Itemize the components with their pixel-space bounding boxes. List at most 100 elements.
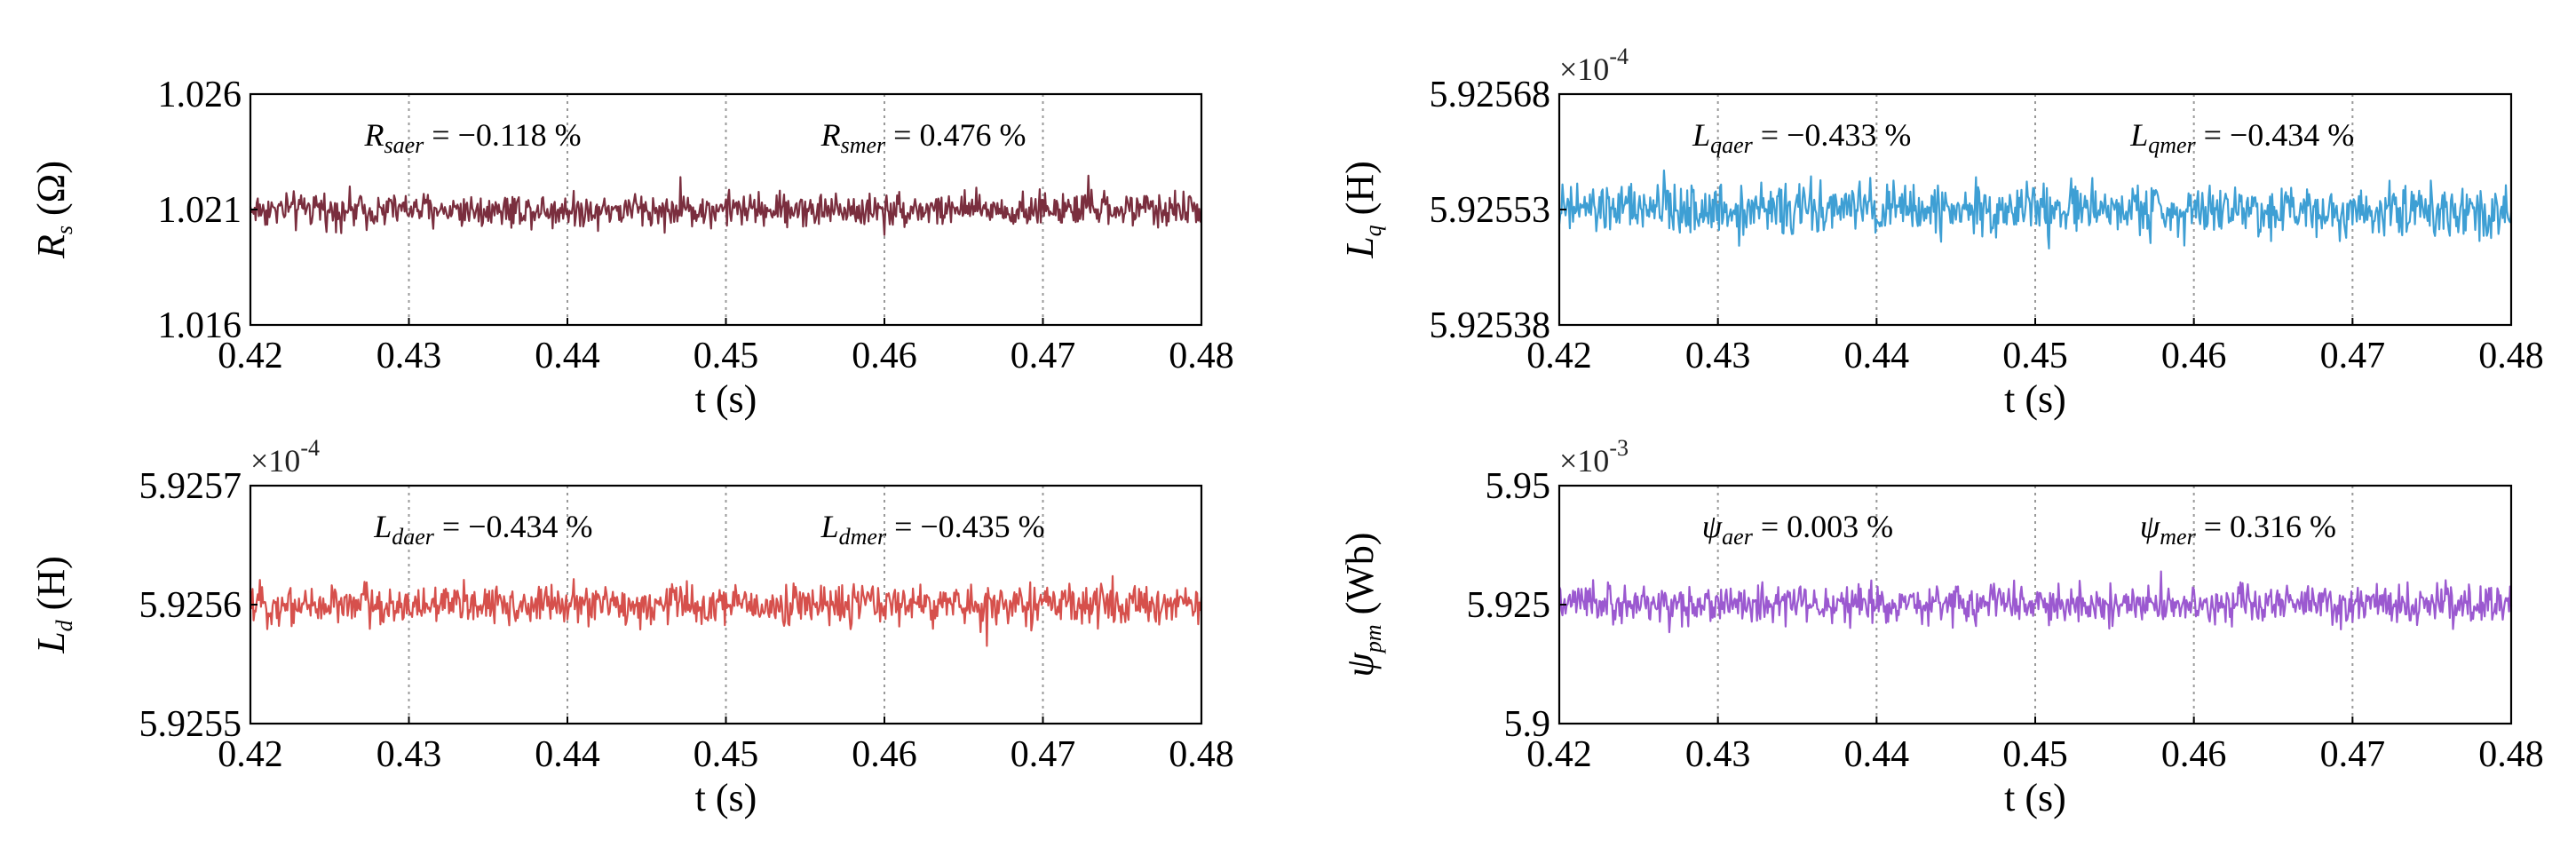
y-axis-label: Lq (H) xyxy=(1338,161,1386,259)
x-tick-label: 0.42 xyxy=(1526,734,1592,775)
x-tick-label: 0.43 xyxy=(1685,734,1751,775)
y-label-subscript: q xyxy=(1360,225,1386,236)
x-tick-label: 0.47 xyxy=(2320,336,2386,376)
y-tick-label: 5.9257 xyxy=(139,466,242,507)
error-annotation: Rsaer = −0.118 % xyxy=(364,117,582,158)
error-annotation: Ldaer = −0.434 % xyxy=(373,509,592,550)
annotation-symbol: ψ xyxy=(2140,509,2160,544)
x-tick-label: 0.46 xyxy=(2161,734,2227,775)
y-label-symbol: L xyxy=(1338,236,1382,258)
annotation-subscript: saer xyxy=(384,132,425,158)
x-tick-label: 0.46 xyxy=(2161,336,2227,376)
y-tick-label: 1.021 xyxy=(158,190,242,231)
y-label-subscript: pm xyxy=(1360,624,1386,654)
y-tick-label: 5.9256 xyxy=(139,585,242,626)
annotation-value: = 0.316 % xyxy=(2196,509,2336,544)
axis-multiplier: ×10-3 xyxy=(1559,435,1629,479)
x-tick-label: 0.45 xyxy=(2002,734,2068,775)
x-tick-label: 0.48 xyxy=(2478,734,2544,775)
multiplier-exponent: -4 xyxy=(1609,44,1629,69)
y-label-unit: (H) xyxy=(29,556,73,620)
y-label-subscript: s xyxy=(52,226,77,234)
panel-2: 0.42 0.43 0.44 0.45 0.46 0.47 0.48 5.92538 5.925… xyxy=(1338,44,2544,421)
y-label-unit: (Ω) xyxy=(29,161,73,226)
x-tick-label: 0.48 xyxy=(1169,336,1234,376)
x-tick-label: 0.44 xyxy=(535,734,600,775)
x-axis-label: t (s) xyxy=(695,776,757,819)
x-tick-label: 0.46 xyxy=(852,336,917,376)
error-annotation: ψaer = 0.003 % xyxy=(1702,509,1893,550)
multiplier-base: ×10 xyxy=(1559,443,1609,479)
y-tick-label: 5.9 xyxy=(1504,704,1551,745)
annotation-subscript: daer xyxy=(392,524,435,550)
multiplier-exponent: -4 xyxy=(300,435,320,461)
annotation-symbol: L xyxy=(2129,117,2148,153)
annotation-subscript: mer xyxy=(2160,524,2196,550)
annotation-value: = −0.118 % xyxy=(424,117,581,153)
x-tick-label: 0.43 xyxy=(376,734,442,775)
series-line xyxy=(1557,570,2513,634)
y-axis-label: Ld (H) xyxy=(29,556,77,654)
x-tick-label: 0.45 xyxy=(694,734,759,775)
y-tick-label: 5.95 xyxy=(1486,466,1551,507)
x-tick-label: 0.42 xyxy=(1526,336,1592,376)
axis-multiplier: ×10-4 xyxy=(1559,44,1629,87)
series-line xyxy=(249,174,1202,236)
multiplier-base: ×10 xyxy=(250,443,300,479)
y-tick-label: 5.92568 xyxy=(1430,75,1551,115)
annotation-subscript: qaer xyxy=(1710,132,1754,158)
y-axis-label: Rs (Ω) xyxy=(29,161,77,259)
annotation-value: = −0.434 % xyxy=(434,509,593,544)
x-tick-label: 0.47 xyxy=(2320,734,2386,775)
series-line xyxy=(1557,169,2513,249)
annotation-value: = 0.476 % xyxy=(885,117,1026,153)
y-tick-label: 5.925 xyxy=(1467,585,1551,626)
annotation-symbol: R xyxy=(820,117,841,153)
panel-4: 0.42 0.43 0.44 0.45 0.46 0.47 0.48 5.9 5.925 5.95… xyxy=(1338,435,2544,819)
x-tick-label: 0.42 xyxy=(218,734,283,775)
x-tick-label: 0.44 xyxy=(1844,336,1910,376)
annotation-symbol: L xyxy=(373,509,392,544)
annotation-symbol: L xyxy=(820,509,839,544)
error-annotation: ψmer = 0.316 % xyxy=(2140,509,2336,550)
y-label-subscript: d xyxy=(52,619,77,631)
x-tick-label: 0.45 xyxy=(694,336,759,376)
annotation-subscript: qmer xyxy=(2148,132,2196,158)
error-annotation: Rsmer = 0.476 % xyxy=(820,117,1026,158)
annotation-symbol: L xyxy=(1692,117,1710,153)
annotation-subscript: aer xyxy=(1722,524,1754,550)
y-tick-label: 1.016 xyxy=(158,305,242,346)
x-tick-label: 0.44 xyxy=(1844,734,1910,775)
annotation-subscript: smer xyxy=(841,132,886,158)
y-tick-label: 5.9255 xyxy=(139,704,242,745)
panel-3: 0.42 0.43 0.44 0.45 0.46 0.47 0.48 5.9255 5.9256… xyxy=(29,435,1234,819)
x-tick-label: 0.48 xyxy=(1169,734,1234,775)
error-annotation: Ldmer = −0.435 % xyxy=(820,509,1045,550)
x-axis-label: t (s) xyxy=(2004,776,2066,819)
x-tick-label: 0.43 xyxy=(376,336,442,376)
multiplier-base: ×10 xyxy=(1559,51,1609,87)
annotation-value: = −0.435 % xyxy=(886,509,1045,544)
annotation-symbol: R xyxy=(364,117,384,153)
x-tick-label: 0.47 xyxy=(1011,336,1076,376)
y-label-unit: (H) xyxy=(1338,161,1382,225)
annotation-value: = −0.434 % xyxy=(2196,117,2355,153)
multiplier-exponent: -3 xyxy=(1609,435,1629,461)
y-tick-label: 5.92538 xyxy=(1430,305,1551,346)
x-tick-label: 0.45 xyxy=(2002,336,2068,376)
x-tick-label: 0.46 xyxy=(852,734,917,775)
annotation-symbol: ψ xyxy=(1702,509,1723,544)
x-axis-label: t (s) xyxy=(695,377,757,421)
x-tick-label: 0.42 xyxy=(218,336,283,376)
y-label-symbol: R xyxy=(29,234,73,259)
axis-multiplier: ×10-4 xyxy=(250,435,320,479)
x-tick-label: 0.44 xyxy=(535,336,600,376)
annotation-value: = −0.433 % xyxy=(1753,117,1912,153)
error-annotation: Lqaer = −0.433 % xyxy=(1692,117,1911,158)
annotation-value: = 0.003 % xyxy=(1753,509,1893,544)
x-tick-label: 0.48 xyxy=(2478,336,2544,376)
y-label-symbol: ψ xyxy=(1338,652,1382,677)
y-tick-label: 1.026 xyxy=(158,75,242,115)
error-annotation: Lqmer = −0.434 % xyxy=(2129,117,2354,158)
x-axis-label: t (s) xyxy=(2004,377,2066,421)
